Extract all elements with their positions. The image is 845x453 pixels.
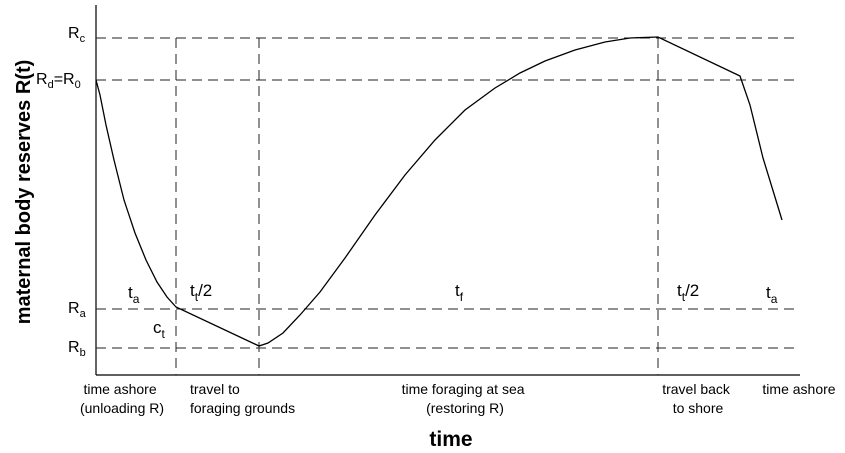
- ra-label: Ra: [68, 300, 87, 320]
- tt-half-label-outbound: tt/2: [190, 281, 212, 304]
- ct-label: ct: [153, 318, 166, 341]
- rd-r0-label: Rd=R0: [36, 71, 81, 91]
- x-axis-title: time: [429, 428, 472, 451]
- reserves-curve: [95, 36, 783, 347]
- ta-label-start: ta: [128, 283, 140, 306]
- caption-travel-back: travel back to shore: [662, 381, 734, 416]
- caption-time-ashore-return: time ashore: [762, 381, 835, 397]
- rc-label: Rc: [68, 25, 86, 45]
- y-axis-title: maternal body reserves R(t): [13, 60, 35, 325]
- ta-label-end: ta: [766, 283, 778, 306]
- tf-label: tf: [455, 281, 464, 304]
- caption-foraging-at-sea: time foraging at sea (restoring R): [402, 381, 529, 416]
- caption-time-ashore-unloading: time ashore (unloading R): [80, 381, 164, 416]
- rb-label: Rb: [68, 339, 86, 359]
- caption-travel-to-foraging: travel to foraging grounds: [190, 381, 295, 416]
- tt-half-label-return: tt/2: [677, 281, 699, 304]
